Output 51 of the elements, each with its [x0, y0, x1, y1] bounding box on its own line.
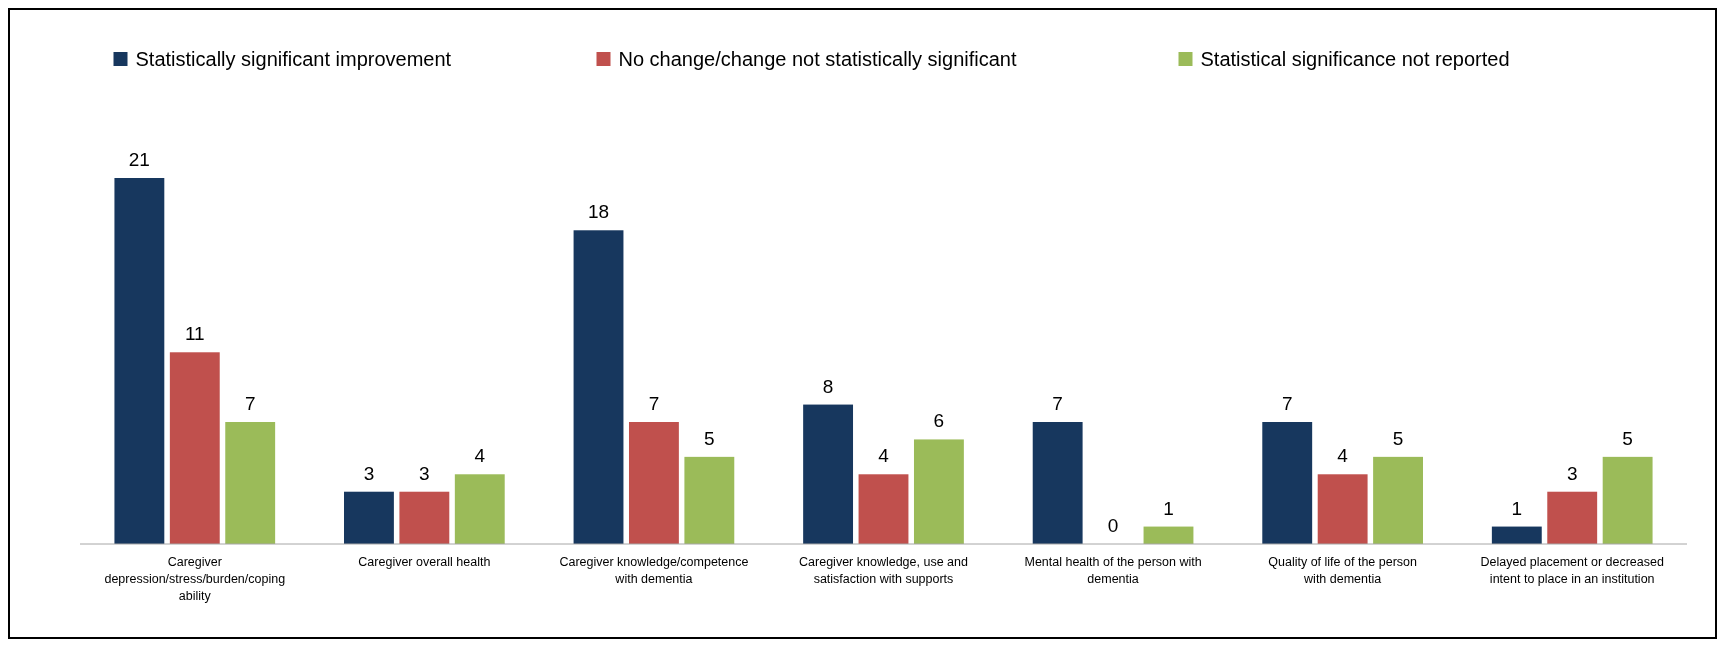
bar	[399, 491, 450, 544]
data-label: 3	[419, 462, 430, 484]
bar	[344, 491, 394, 544]
bar	[1373, 456, 1423, 544]
data-label: 3	[1566, 462, 1578, 484]
data-label: 6	[933, 410, 945, 432]
legend-label: No change/change not statistically significant	[618, 48, 1017, 70]
data-label: 11	[184, 323, 205, 345]
bar	[573, 230, 624, 544]
bar	[1317, 474, 1368, 544]
data-label: 7	[1281, 393, 1293, 414]
data-label: 1	[1511, 497, 1523, 519]
legend-label: Statistical significance not reported	[1200, 48, 1510, 70]
bar	[1547, 491, 1598, 544]
bar	[913, 439, 964, 544]
data-label: 7	[244, 393, 256, 414]
bar	[225, 422, 276, 544]
data-label: 18	[587, 201, 610, 223]
bar	[114, 178, 165, 544]
bar	[858, 474, 909, 544]
bar	[1602, 456, 1653, 544]
bar	[1491, 526, 1542, 544]
data-label: 5	[1392, 427, 1404, 449]
x-tick-label: Caregiver knowledge, use and satisfaction with supports	[799, 555, 968, 586]
data-label: 1	[1163, 497, 1174, 519]
data-label: 5	[1622, 427, 1633, 449]
data-label: 4	[878, 445, 890, 467]
data-label: 4	[474, 445, 486, 467]
x-tick-label: Caregiver knowledge/competence with dementia	[559, 555, 749, 586]
bar	[169, 352, 220, 544]
bar	[803, 404, 854, 544]
bar	[628, 422, 679, 544]
x-tick-label: Quality of life of the person with dementia	[1268, 555, 1418, 586]
data-label: 4	[1337, 445, 1349, 467]
data-label: 5	[704, 427, 715, 449]
data-label: 7	[648, 393, 660, 414]
bar	[684, 456, 735, 544]
x-tick-label: Caregiver overall health	[358, 555, 491, 569]
data-label: 7	[1052, 393, 1063, 414]
x-tick-label: Delayed placement or decreased intent to place in an institution	[1480, 555, 1664, 586]
x-tick-label: Caregiver depression/stress/burden/coping ability	[104, 555, 286, 603]
bar	[1262, 422, 1313, 544]
legend-label: Statistically significant improvement	[135, 48, 452, 70]
bar	[1032, 422, 1083, 544]
bar	[1143, 526, 1194, 544]
data-label: 8	[822, 375, 834, 397]
bar	[454, 474, 505, 544]
data-label: 3	[363, 462, 375, 484]
x-tick-label: Mental health of the person with dementia	[1024, 555, 1202, 586]
data-label: 0	[1107, 515, 1119, 536]
data-label: 21	[128, 149, 150, 170]
